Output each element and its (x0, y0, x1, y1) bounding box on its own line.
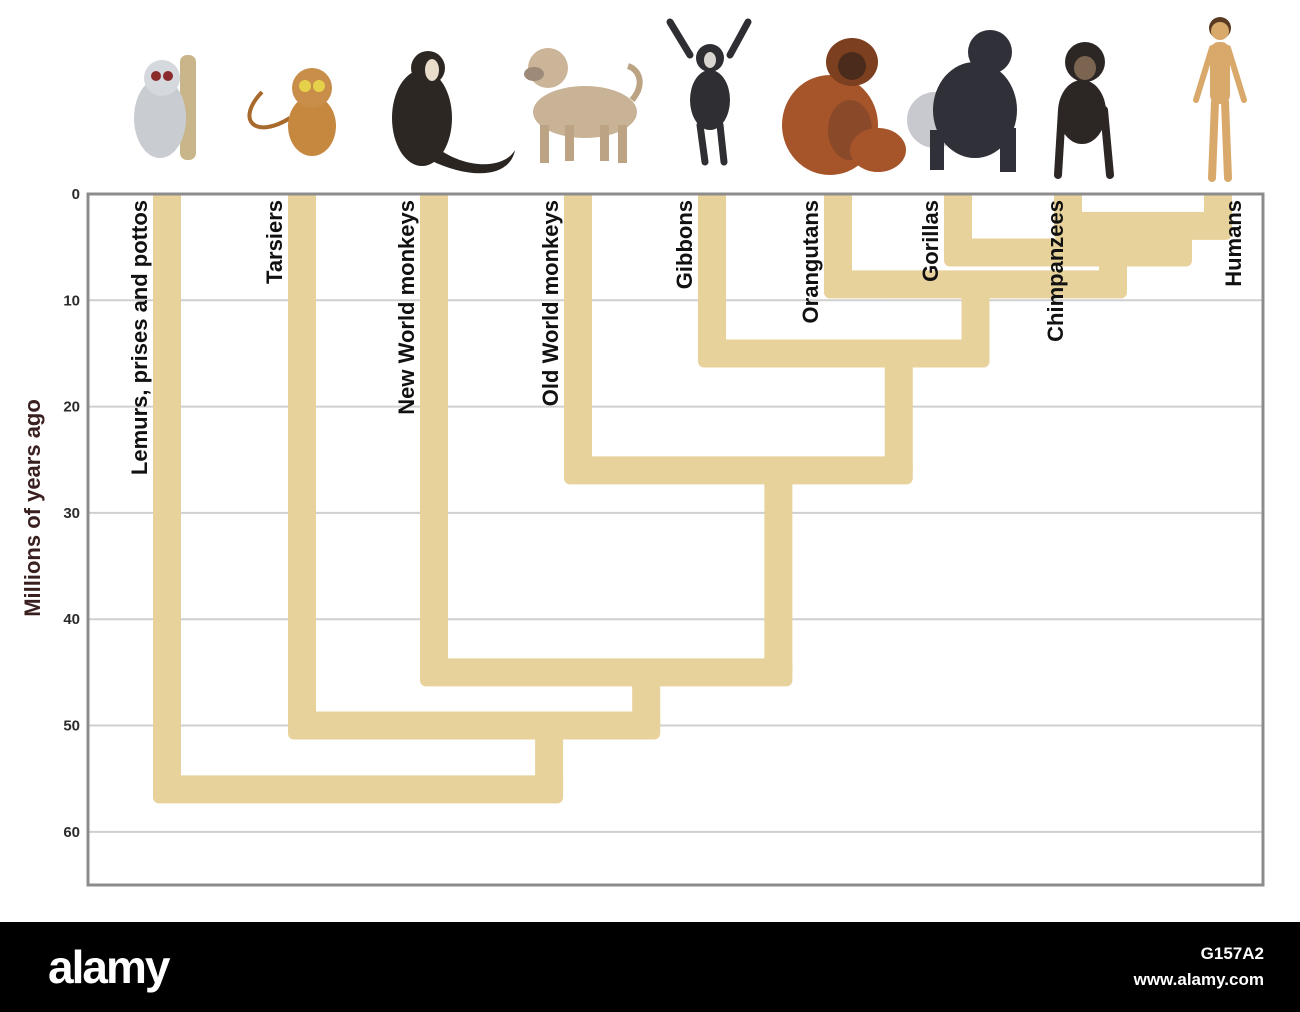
tick-label: 20 (63, 399, 80, 416)
brand-logo: alamy (48, 941, 170, 993)
taxon-label-gibbons: Gibbons (672, 200, 697, 289)
branches (153, 194, 1232, 804)
plot-frame (86, 192, 1265, 887)
taxon-label-humans: Humans (1221, 200, 1246, 287)
taxon-label-owm: Old World monkeys (538, 200, 563, 406)
taxon-label-lemurs: Lemurs, prises and pottos (127, 200, 152, 475)
phylogeny-diagram: 0 10 20 30 40 50 60 Lemurs, prises and pottos T… (20, 17, 1265, 887)
taxon-label-tarsiers: Tarsiers (262, 200, 287, 284)
branch-join (153, 775, 564, 804)
footer-bar: alamy G157A2 www.alamy.com (0, 922, 1300, 1012)
site-url: www.alamy.com (1133, 970, 1264, 989)
tick-labels: 0 10 20 30 40 50 60 (63, 186, 80, 841)
tick-label: 0 (72, 186, 80, 203)
branch-join (420, 658, 793, 687)
image-id: G157A2 (1200, 944, 1264, 963)
human-icon (1193, 17, 1247, 182)
tick-label: 40 (63, 611, 80, 628)
branch-segment (153, 194, 181, 790)
branch-segment (288, 194, 316, 726)
branch-segment (564, 194, 592, 471)
orangutan-icon (782, 38, 906, 175)
branch-join (1054, 211, 1232, 240)
taxon-label-orangutans: Orangutans (798, 200, 823, 323)
lemur-icon (134, 55, 196, 160)
taxon-label-chimps: Chimpanzees (1043, 200, 1068, 342)
taxon-label-gorillas: Gorillas (918, 200, 943, 282)
frame-rect (86, 192, 1265, 887)
gibbon-icon (666, 18, 752, 166)
branch-segment (420, 194, 448, 673)
gorilla-icon (907, 30, 1017, 172)
branch-segment (698, 194, 726, 354)
new-world-monkey-icon (392, 51, 515, 174)
branch-join (564, 456, 913, 485)
branch-segment (824, 194, 852, 285)
tick-label: 50 (63, 718, 80, 735)
tick-label: 10 (63, 292, 80, 309)
chimpanzee-icon (1054, 42, 1114, 179)
phylogeny-tree: 0 10 20 30 40 50 60 Lemurs, prises and pottos T… (20, 17, 1265, 887)
branch-join (288, 711, 661, 740)
tick-label: 60 (63, 824, 80, 841)
branch-join (698, 339, 990, 368)
old-world-monkey-icon (524, 48, 643, 163)
tarsier-icon (247, 68, 336, 156)
branch-join (944, 238, 1192, 267)
taxon-label-nwm: New World monkeys (394, 200, 419, 415)
branch-segment (764, 470, 793, 673)
tick-label: 30 (63, 505, 80, 522)
y-axis-label: Millions of years ago (20, 399, 45, 617)
grid-lines (88, 299, 1263, 833)
branch-segment (884, 353, 913, 471)
taxon-labels: Lemurs, prises and pottos Tarsiers New Wor… (127, 200, 1246, 475)
